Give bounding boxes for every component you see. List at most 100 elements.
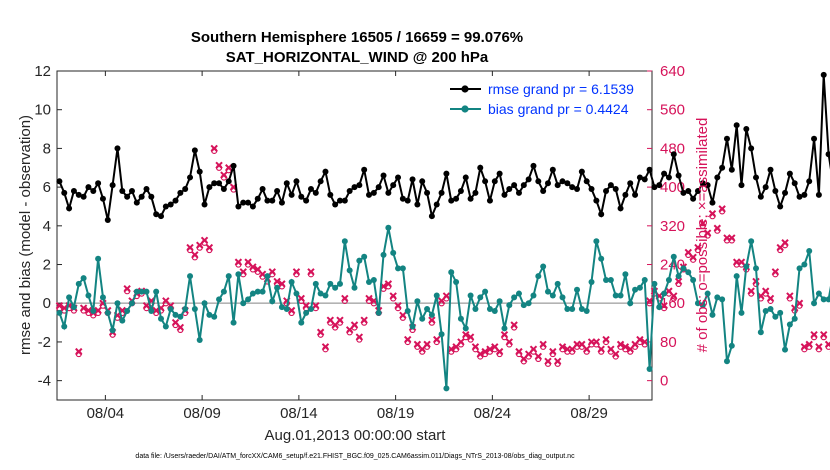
obs-assimilated-point: [515, 347, 523, 356]
obs-assimilated-point: [94, 306, 102, 315]
rmse-point: [670, 151, 677, 158]
bias-point: [477, 294, 484, 301]
bias-point: [777, 309, 784, 316]
bias-point: [632, 286, 639, 293]
left-tick-label: -4: [38, 373, 51, 390]
rmse-point: [56, 178, 63, 185]
rmse-point: [632, 191, 639, 198]
rmse-point: [114, 145, 121, 152]
obs-assimilated-point: [273, 277, 281, 286]
bias-point: [298, 319, 305, 326]
left-tick-label: 2: [43, 257, 51, 274]
bias-point: [472, 306, 479, 313]
footnote: data file: /Users/raeder/DAI/ATM_forcXX/…: [135, 453, 575, 460]
rmse-point: [714, 174, 721, 181]
rmse-point: [767, 166, 774, 173]
obs-assimilated-point: [582, 345, 591, 353]
rmse-point: [593, 197, 600, 204]
bias-point: [356, 257, 363, 264]
bias-point: [520, 302, 527, 309]
left-tick-label: 4: [43, 218, 51, 235]
obs-assimilated-point: [442, 292, 451, 300]
bias-point: [515, 290, 522, 297]
rmse-point: [322, 168, 329, 175]
obs-assimilated-point: [616, 340, 625, 349]
rmse-point: [704, 182, 711, 189]
rmse-series: [56, 71, 830, 224]
rmse-point: [177, 189, 184, 196]
bias-point: [264, 273, 271, 280]
bias-point: [457, 315, 464, 322]
rmse-point: [283, 180, 290, 187]
rmse-point: [409, 176, 416, 183]
bias-point: [453, 278, 460, 285]
obs-assimilated-point: [307, 268, 315, 276]
rmse-point: [336, 197, 343, 204]
rmse-point: [622, 191, 629, 198]
obs-assimilated-point: [510, 321, 518, 329]
bias-point: [496, 298, 503, 305]
rmse-point: [786, 170, 793, 177]
bias-point: [448, 269, 455, 276]
bias-point: [772, 313, 779, 320]
bias-point: [607, 277, 614, 284]
left-tick-label: 0: [43, 295, 51, 312]
rmse-point: [733, 122, 740, 129]
bias-point: [757, 329, 764, 336]
bias-point: [598, 255, 605, 262]
obs-assimilated-point: [810, 330, 818, 339]
rmse-point: [404, 197, 411, 204]
rmse-point: [636, 174, 643, 181]
bias-point: [206, 311, 213, 318]
obs-assimilated-point: [428, 316, 436, 324]
rmse-point: [699, 180, 706, 187]
bias-point: [317, 290, 324, 297]
rmse-point: [694, 187, 701, 194]
obs-assimilated-point: [433, 335, 441, 344]
obs-assimilated-point: [766, 294, 775, 303]
bias-point: [409, 323, 416, 330]
bias-point: [80, 275, 87, 282]
right-tick-label: 640: [660, 63, 685, 80]
rmse-point: [254, 195, 261, 202]
rmse-point: [124, 193, 131, 200]
bias-point: [61, 323, 68, 330]
rmse-point: [554, 182, 561, 189]
bias-point: [196, 337, 203, 344]
bias-point: [699, 302, 706, 309]
rmse-point: [172, 197, 179, 204]
obs-assimilated-point: [820, 330, 828, 339]
obs-assimilated-point: [447, 345, 455, 353]
rmse-point: [341, 197, 348, 204]
bias-point: [259, 288, 266, 295]
rmse-point: [191, 147, 198, 154]
rmse-point: [211, 180, 218, 187]
obs-assimilated-point: [399, 311, 407, 320]
rmse-point: [448, 197, 455, 204]
bias-point: [138, 288, 145, 295]
bias-point: [544, 288, 551, 295]
rmse-point: [443, 170, 450, 177]
obs-assimilated-point: [79, 304, 88, 312]
rmse-point: [656, 182, 663, 189]
obs-assimilated-point: [824, 340, 830, 349]
bias-point: [370, 277, 377, 284]
rmse-point: [520, 182, 527, 189]
bias-point: [361, 253, 368, 260]
left-tick-label: 8: [43, 140, 51, 157]
bias-point: [336, 280, 343, 287]
bias-point: [486, 306, 493, 313]
rmse-point: [133, 199, 140, 206]
bias-point: [656, 304, 663, 311]
rmse-point: [738, 182, 745, 189]
obs-assimilated-point: [312, 301, 320, 310]
bias-line: [58, 227, 830, 389]
bias-point: [593, 238, 600, 245]
rmse-point: [709, 199, 716, 206]
x-axis-label: Aug.01,2013 00:00:00 start: [265, 427, 447, 444]
bias-point: [578, 306, 585, 313]
bias-point: [95, 255, 102, 262]
bias-point: [588, 278, 595, 285]
left-tick-label: 12: [34, 63, 51, 80]
bias-point: [254, 288, 261, 295]
